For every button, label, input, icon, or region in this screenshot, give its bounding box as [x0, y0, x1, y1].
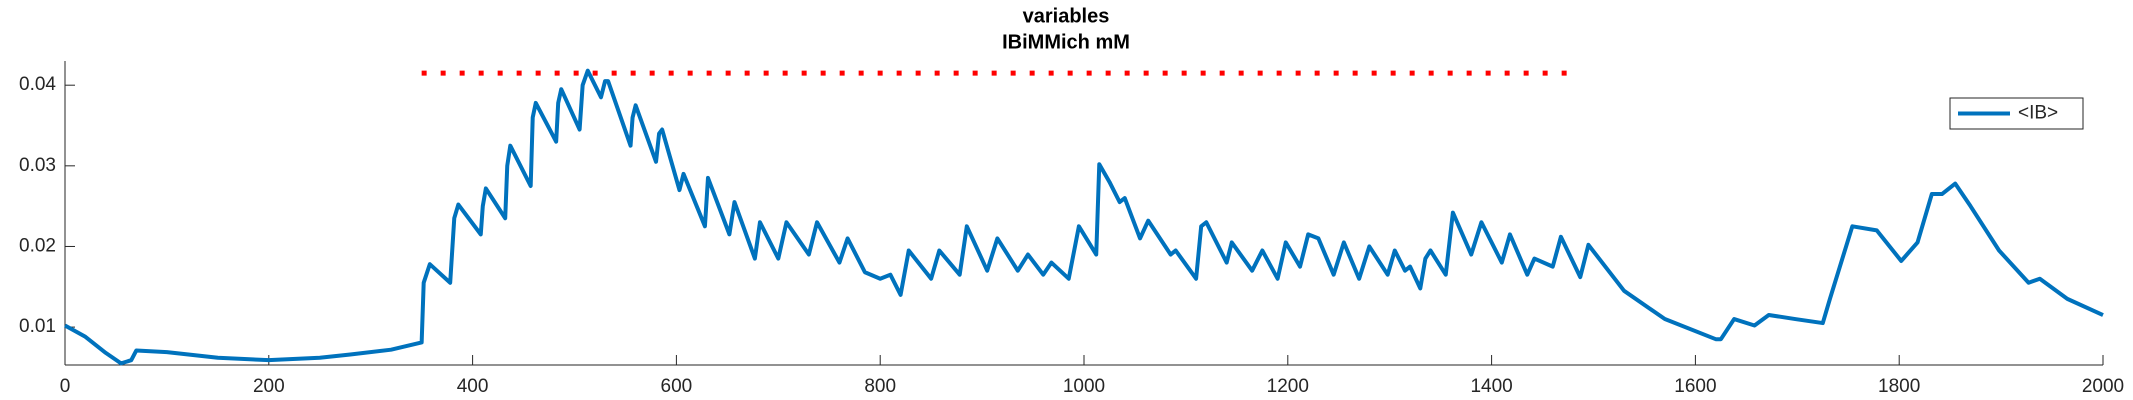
y-tick-label: 0.03 — [19, 155, 56, 176]
data-line — [64, 68, 2104, 366]
x-tick-label: 1200 — [1267, 376, 1309, 397]
x-tick-label: 400 — [457, 376, 489, 397]
x-tick-label: 200 — [253, 376, 285, 397]
x-tick-label: 1400 — [1470, 376, 1512, 397]
y-tick-label: 0.02 — [19, 235, 56, 256]
chart-title: variables — [1023, 5, 1110, 27]
x-tick-label: 600 — [661, 376, 693, 397]
x-tick-label: 2000 — [2082, 376, 2124, 397]
y-tick-label: 0.01 — [19, 316, 56, 337]
x-tick-label: 800 — [864, 376, 896, 397]
x-tick-label: 0 — [60, 376, 71, 397]
legend-label: <IB> — [2018, 103, 2058, 124]
chart-subtitle: IBiMMich mM — [1002, 31, 1130, 53]
x-tick-label: 1600 — [1674, 376, 1716, 397]
x-tick-label: 1000 — [1063, 376, 1105, 397]
y-tick-label: 0.04 — [19, 74, 56, 95]
x-tick-label: 1800 — [1878, 376, 1920, 397]
